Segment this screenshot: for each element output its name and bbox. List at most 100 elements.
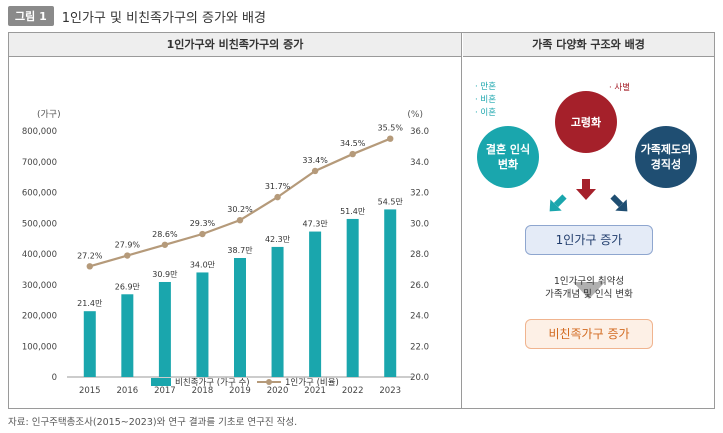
chart-panel-title: 1인가구와 비친족가구의 증가 bbox=[9, 33, 461, 57]
mid-text-line2: 가족개념 및 인식 변화 bbox=[545, 289, 633, 300]
figure-frame: 1인가구와 비친족가구의 증가 (가구) (%) 0 100,000 200,000 30… bbox=[8, 32, 715, 409]
arrow-red-icon bbox=[576, 179, 596, 200]
line-data-label: 30.2% bbox=[227, 205, 253, 214]
circle-right-line1: 가족제도의 bbox=[640, 143, 692, 156]
line-point bbox=[124, 252, 131, 259]
line-data-label: 34.5% bbox=[340, 139, 366, 148]
x-tick-label: 2016 bbox=[117, 386, 139, 396]
source-note: 자료: 인구주택총조사(2015~2023)와 연구 결과를 기초로 연구진 작… bbox=[8, 417, 298, 428]
line-point bbox=[199, 230, 206, 238]
line-point bbox=[236, 216, 244, 224]
legend-bar-swatch bbox=[151, 378, 171, 386]
y-right-tick-label: 24.0 bbox=[410, 312, 429, 322]
x-tick-label: 2021 bbox=[304, 386, 326, 396]
arrow-navy-icon bbox=[610, 194, 628, 212]
bar bbox=[384, 209, 397, 377]
bar-data-label: 26.9만 bbox=[115, 282, 141, 291]
line-point bbox=[349, 150, 356, 158]
diagram-panel-title: 가족 다양화 구조와 배경 bbox=[463, 33, 714, 57]
y-right-tick-label: 26.0 bbox=[410, 281, 429, 291]
combo-chart: (가구) (%) 0 100,000 200,000 300,000 400,000 500,… bbox=[22, 109, 429, 396]
bar bbox=[234, 257, 246, 377]
arrows bbox=[549, 179, 628, 299]
note-non-marriage: · 비혼 bbox=[475, 95, 497, 105]
y-left-tick-label: 0 bbox=[52, 373, 57, 383]
mid-text: 1인가구의 취약성 가족개념 및 인식 변화 bbox=[503, 275, 675, 301]
x-tick-label: 2020 bbox=[267, 386, 289, 396]
line-data-label: 27.2% bbox=[77, 251, 103, 260]
box-single-person-increase: 1인가구 증가 bbox=[525, 225, 653, 255]
side-notes: · 만혼 · 비혼 · 이혼 bbox=[475, 81, 496, 120]
bar-data-label: 54.5만 bbox=[378, 197, 404, 206]
y-left-tick-label: 600,000 bbox=[22, 189, 57, 199]
y-right-tick-label: 20.0 bbox=[410, 373, 429, 383]
bar-data-label: 47.3만 bbox=[303, 220, 329, 229]
bar bbox=[83, 311, 96, 377]
y-right-tick-label: 22.0 bbox=[410, 342, 429, 352]
chart-panel: 1인가구와 비친족가구의 증가 (가구) (%) 0 100,000 200,000 30… bbox=[9, 33, 462, 408]
legend-line-marker bbox=[266, 379, 272, 385]
x-tick-label: 2017 bbox=[154, 386, 176, 396]
y-left-tick-label: 100,000 bbox=[22, 342, 57, 352]
circle-mid-label: 고령화 bbox=[570, 115, 602, 129]
bar-data-label: 51.4만 bbox=[340, 207, 366, 216]
line-point bbox=[274, 193, 281, 201]
bar bbox=[346, 218, 359, 377]
figure-header: 그림 1 1인가구 및 비친족가구의 증가와 배경 bbox=[8, 6, 266, 26]
legend-line-label: 1인가구 (비율) bbox=[285, 377, 339, 388]
y-left-axis-label: (가구) bbox=[37, 109, 61, 120]
line-point bbox=[387, 135, 394, 142]
bar-data-label: 34.0만 bbox=[190, 260, 216, 269]
line-data-label: 35.5% bbox=[378, 124, 404, 133]
bar-data-label: 38.7만 bbox=[227, 246, 253, 255]
x-tick-label: 2018 bbox=[192, 386, 214, 396]
bar-data-label: 30.9만 bbox=[152, 270, 178, 279]
bar-data-label: 42.3만 bbox=[265, 235, 291, 244]
line-point bbox=[86, 263, 93, 270]
y-left-tick-label: 300,000 bbox=[22, 281, 57, 291]
circle-aging: 고령화 bbox=[555, 91, 617, 153]
arrow-grey-icon bbox=[573, 282, 605, 299]
circle-left-line1: 결혼 인식 bbox=[485, 143, 531, 156]
note-divorce: · 이혼 bbox=[475, 108, 497, 118]
circle-left-line2: 변화 bbox=[497, 158, 519, 171]
bar bbox=[196, 272, 209, 377]
note-bereavement: · 사별 bbox=[609, 83, 631, 93]
line-data-label: 31.7% bbox=[265, 182, 291, 191]
y-left-tick-label: 400,000 bbox=[22, 250, 57, 260]
legend-bar-label: 비친족가구 (가구 수) bbox=[175, 377, 250, 388]
bar-data-label: 21.4만 bbox=[77, 299, 103, 308]
figure-badge: 그림 1 bbox=[8, 6, 54, 26]
x-tick-label: 2019 bbox=[229, 386, 251, 396]
y-left-tick-label: 700,000 bbox=[22, 158, 57, 168]
x-tick-label: 2023 bbox=[379, 386, 401, 396]
line-point bbox=[161, 241, 169, 248]
bar bbox=[271, 246, 284, 377]
line-data-label: 27.9% bbox=[115, 241, 141, 250]
bar bbox=[158, 281, 171, 377]
y-right-tick-label: 34.0 bbox=[410, 158, 429, 168]
x-tick-label: 2022 bbox=[342, 386, 364, 396]
y-right-tick-label: 30.0 bbox=[410, 219, 429, 229]
x-tick-label: 2015 bbox=[79, 386, 101, 396]
y-right-tick-label: 28.0 bbox=[410, 250, 429, 260]
y-right-axis-label: (%) bbox=[407, 110, 423, 120]
line-data-label: 28.6% bbox=[152, 230, 178, 239]
y-right-tick-label: 32.0 bbox=[410, 189, 429, 199]
mid-text-line1: 1인가구의 취약성 bbox=[553, 276, 625, 287]
line-data-label: 29.3% bbox=[190, 219, 216, 228]
arrow-teal-icon bbox=[549, 194, 567, 212]
box-nonkin-increase: 비친족가구 증가 bbox=[525, 319, 653, 349]
note-late-marriage: · 만혼 bbox=[475, 82, 497, 92]
y-left-tick-label: 500,000 bbox=[22, 219, 57, 229]
bar bbox=[121, 294, 134, 377]
line-data-label: 33.4% bbox=[302, 156, 328, 165]
y-left-tick-label: 800,000 bbox=[22, 127, 57, 137]
bar bbox=[309, 231, 322, 377]
line-point bbox=[311, 167, 319, 175]
y-right-tick-label: 36.0 bbox=[410, 127, 429, 137]
circle-right-line2: 경직성 bbox=[650, 158, 682, 171]
